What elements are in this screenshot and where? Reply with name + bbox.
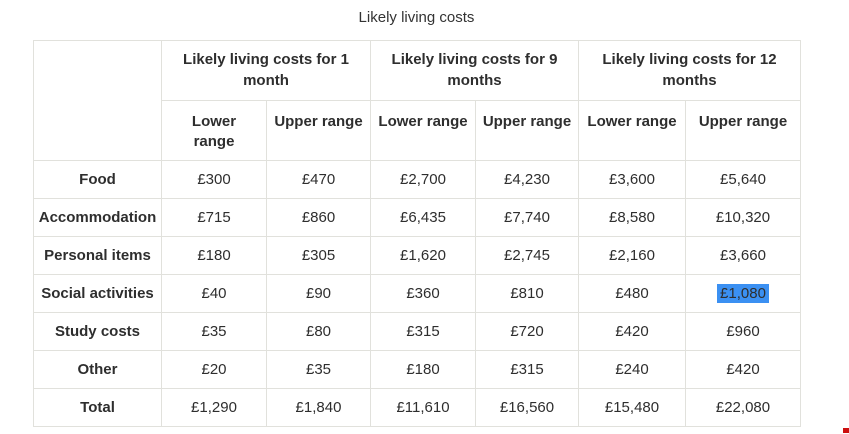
table-cell: £1,290 — [161, 388, 267, 427]
row-label: Accommodation — [33, 198, 162, 237]
table-cell: £960 — [685, 312, 801, 351]
living-costs-table: Likely living costs for 1 month Likely l… — [33, 40, 801, 427]
table-cell: £240 — [578, 350, 686, 389]
subheader-12m-upper: Upper range — [685, 100, 801, 161]
table-cell: £8,580 — [578, 198, 686, 237]
table-row-personal-items: Personal items £180 £305 £1,620 £2,745 £… — [33, 236, 801, 275]
table-cell: £2,160 — [578, 236, 686, 275]
page-title: Likely living costs — [358, 9, 475, 26]
table-cell: £305 — [266, 236, 371, 275]
table-cell: £1,620 — [370, 236, 476, 275]
table-cell: £315 — [475, 350, 579, 389]
subheader-9m-lower: Lower range — [370, 100, 476, 161]
table-cell: £480 — [578, 274, 686, 313]
table-cell: £180 — [161, 236, 267, 275]
table-cell: £3,660 — [685, 236, 801, 275]
table-cell: £470 — [266, 160, 371, 199]
table-row-total: Total £1,290 £1,840 £11,610 £16,560 £15,… — [33, 388, 801, 427]
table-cell: £4,230 — [475, 160, 579, 199]
corner-empty-cell — [33, 40, 162, 161]
table-cell: £2,700 — [370, 160, 476, 199]
table-cell: £715 — [161, 198, 267, 237]
column-group-1-month: Likely living costs for 1 month — [161, 40, 371, 101]
table-cell: £90 — [266, 274, 371, 313]
table-row-study-costs: Study costs £35 £80 £315 £720 £420 £960 — [33, 312, 801, 351]
column-group-9-months: Likely living costs for 9 months — [370, 40, 579, 101]
table-cell: £180 — [370, 350, 476, 389]
table-cell: £6,435 — [370, 198, 476, 237]
table-cell: £1,840 — [266, 388, 371, 427]
table-cell: £810 — [475, 274, 579, 313]
table-cell: £35 — [161, 312, 267, 351]
table-row-food: Food £300 £470 £2,700 £4,230 £3,600 £5,6… — [33, 160, 801, 199]
table-row-social-activities: Social activities £40 £90 £360 £810 £480… — [33, 274, 801, 313]
subheader-1m-upper: Upper range — [266, 100, 371, 161]
row-label: Other — [33, 350, 162, 389]
table-cell: £300 — [161, 160, 267, 199]
table-cell: £15,480 — [578, 388, 686, 427]
table-cell: £22,080 — [685, 388, 801, 427]
subheader-9m-upper: Upper range — [475, 100, 579, 161]
row-label: Food — [33, 160, 162, 199]
range-subheader-row: Lower range Upper range Lower range Uppe… — [34, 100, 801, 161]
table-cell: £7,740 — [475, 198, 579, 237]
table-row-accommodation: Accommodation £715 £860 £6,435 £7,740 £8… — [33, 198, 801, 237]
table-row-other: Other £20 £35 £180 £315 £240 £420 — [33, 350, 801, 389]
table-cell: £40 — [161, 274, 267, 313]
table-cell-selected[interactable]: £1,080 — [685, 274, 801, 313]
row-label: Study costs — [33, 312, 162, 351]
table-cell: £10,320 — [685, 198, 801, 237]
selected-text: £1,080 — [717, 284, 769, 303]
column-group-12-months: Likely living costs for 12 months — [578, 40, 801, 101]
table-cell: £11,610 — [370, 388, 476, 427]
table-cell: £20 — [161, 350, 267, 389]
column-group-header-row: Likely living costs for 1 month Likely l… — [33, 40, 801, 161]
row-label: Social activities — [33, 274, 162, 313]
table-cell: £860 — [266, 198, 371, 237]
subheader-1m-lower: Lower range — [161, 100, 267, 161]
red-cursor-artifact — [843, 428, 849, 433]
subheader-12m-lower: Lower range — [578, 100, 686, 161]
table-cell: £2,745 — [475, 236, 579, 275]
table-cell: £360 — [370, 274, 476, 313]
table-cell: £420 — [578, 312, 686, 351]
row-label: Personal items — [33, 236, 162, 275]
table-cell: £16,560 — [475, 388, 579, 427]
row-label: Total — [33, 388, 162, 427]
table-cell: £5,640 — [685, 160, 801, 199]
table-cell: £720 — [475, 312, 579, 351]
table-cell: £80 — [266, 312, 371, 351]
table-cell: £35 — [266, 350, 371, 389]
table-cell: £315 — [370, 312, 476, 351]
table-cell: £420 — [685, 350, 801, 389]
table-cell: £3,600 — [578, 160, 686, 199]
